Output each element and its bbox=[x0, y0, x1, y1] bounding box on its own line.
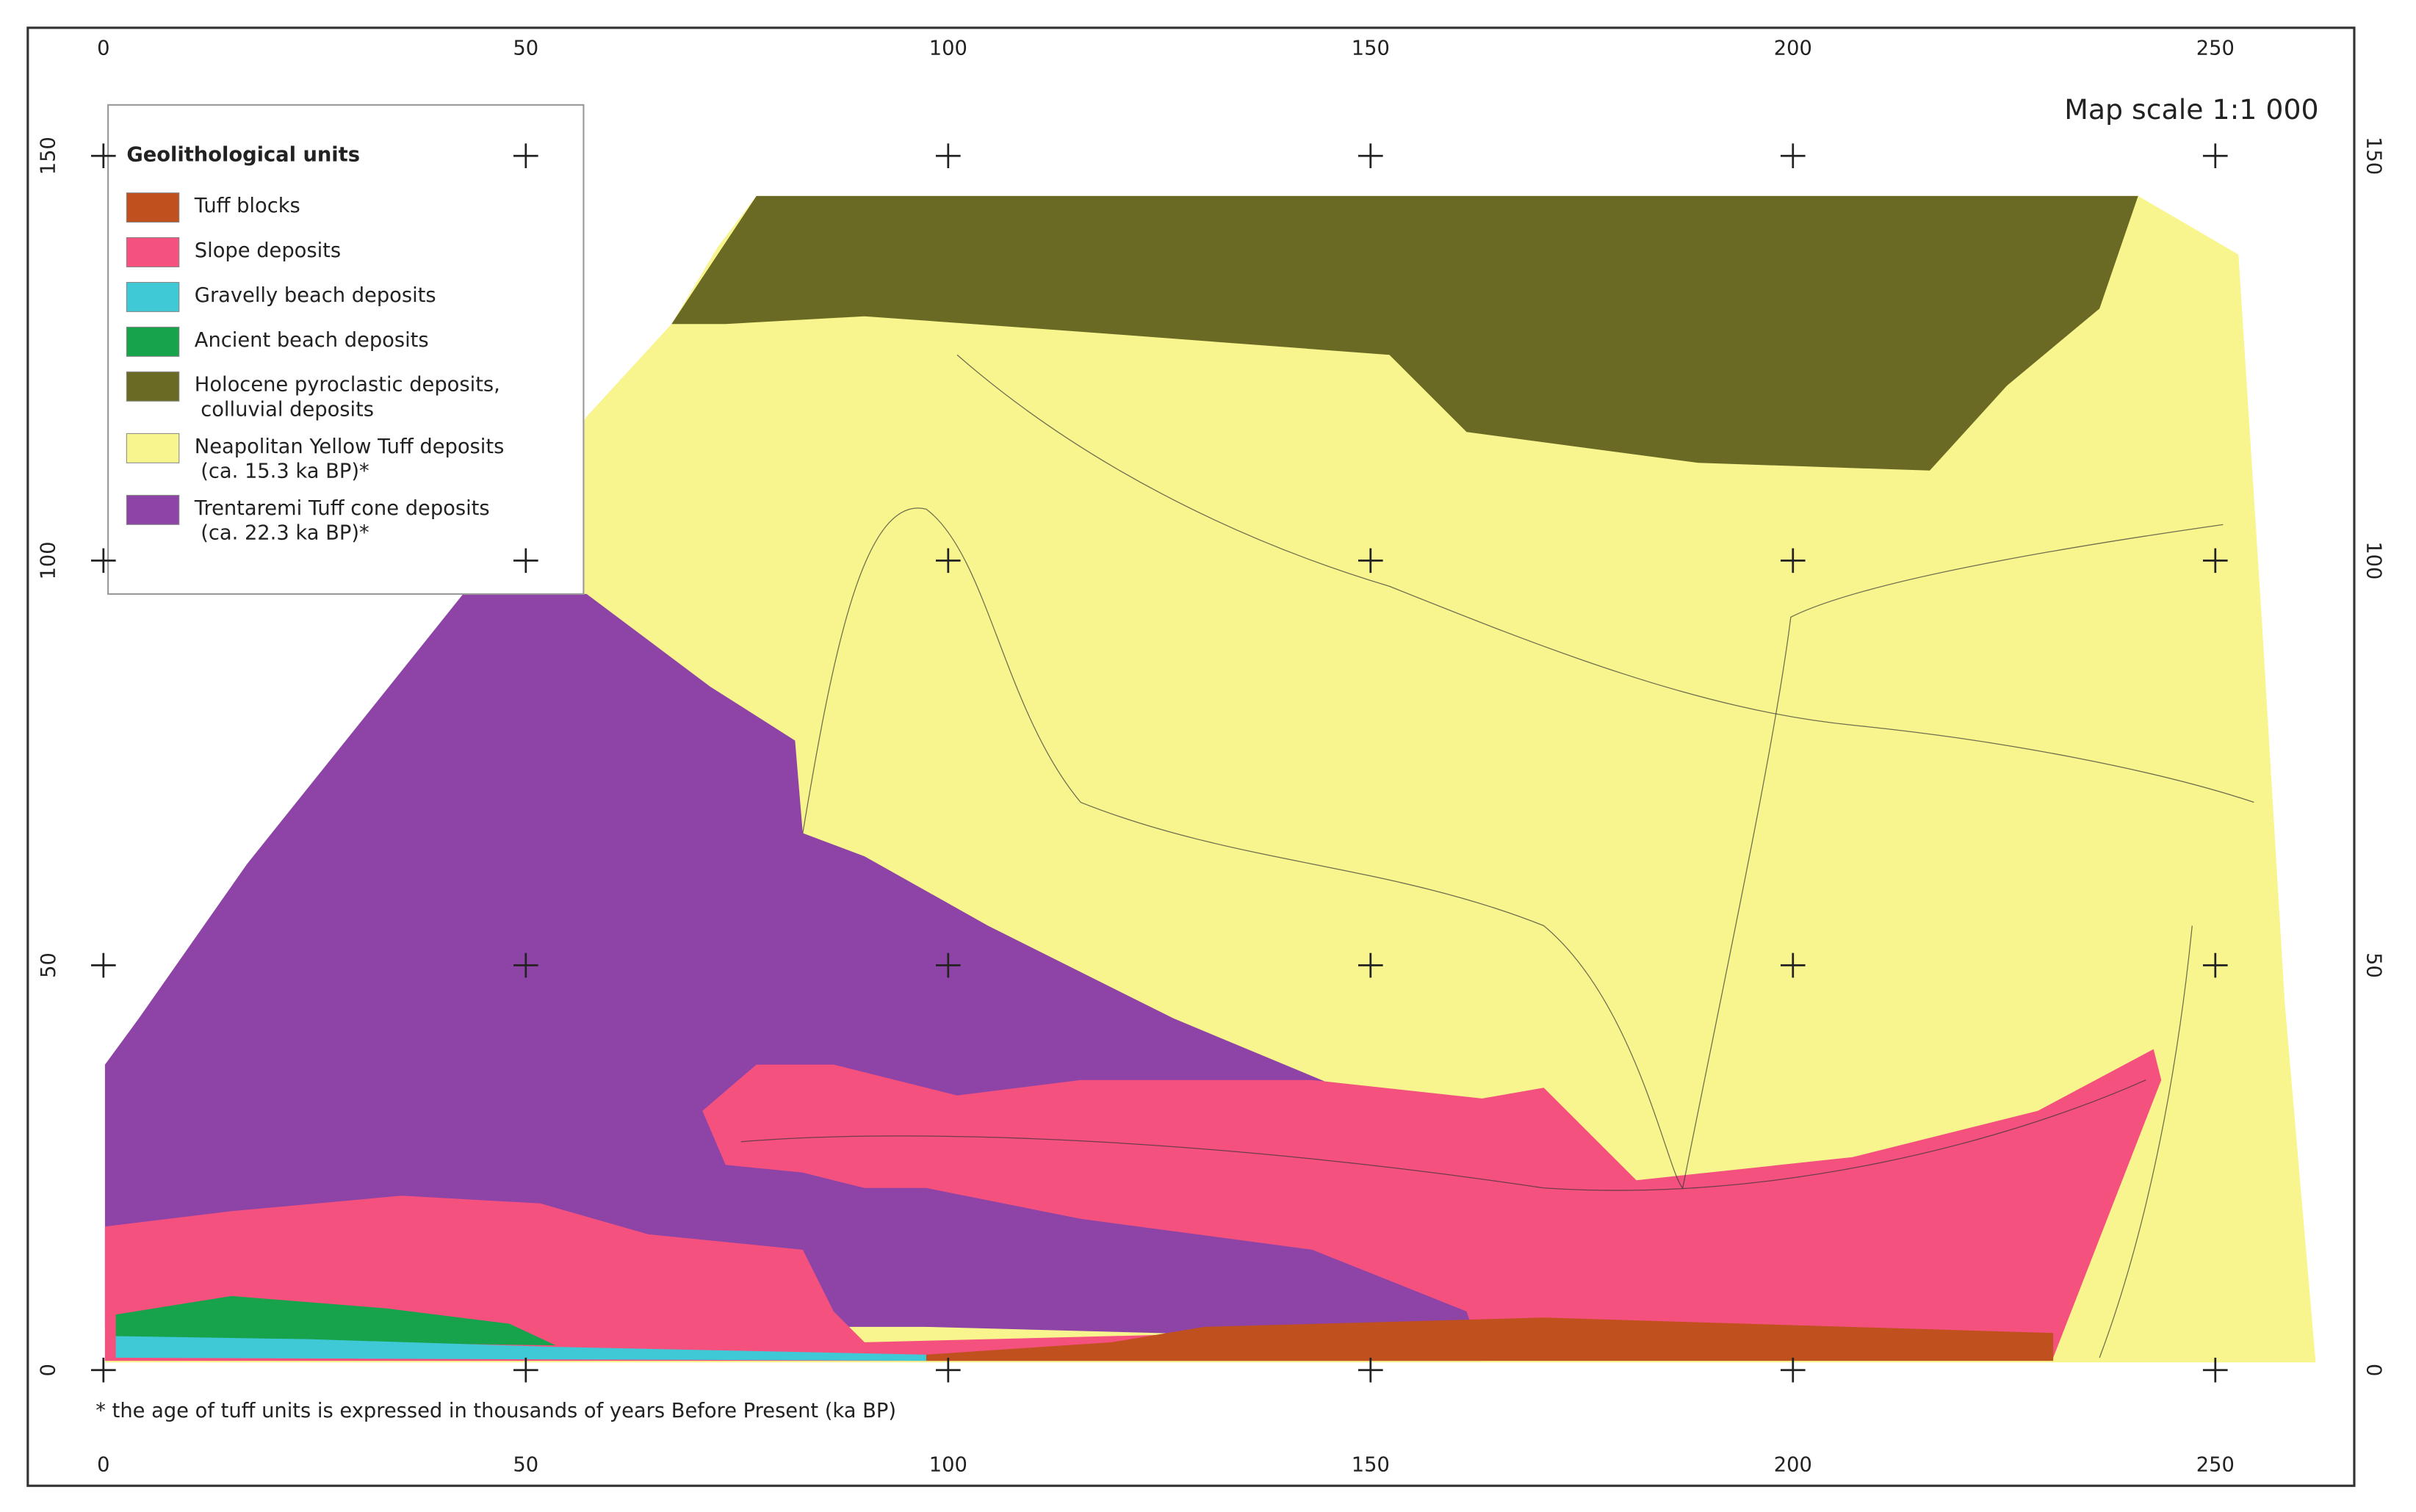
grid-cross bbox=[513, 952, 538, 978]
y-tick-label-right: 100 bbox=[2362, 541, 2385, 579]
x-tick-label-bottom: 50 bbox=[513, 1453, 538, 1476]
grid-cross bbox=[935, 952, 961, 978]
grid-cross bbox=[90, 548, 116, 574]
contour-line bbox=[802, 507, 1684, 1189]
legend-label: colluvial deposits bbox=[201, 398, 374, 421]
legend-swatch bbox=[126, 371, 180, 402]
grid-cross bbox=[2202, 952, 2228, 978]
grid-cross bbox=[1357, 952, 1383, 978]
grid-cross bbox=[1780, 1357, 1806, 1383]
unit-slope-upper bbox=[702, 1049, 2162, 1358]
contour-line bbox=[740, 1079, 2146, 1191]
legend-swatch bbox=[126, 237, 180, 268]
grid-cross bbox=[90, 1357, 116, 1383]
grid-cross bbox=[513, 143, 538, 169]
legend-label: Trentaremi Tuff cone deposits bbox=[194, 497, 490, 520]
x-tick-label-top: 50 bbox=[513, 37, 538, 60]
grid-cross bbox=[1780, 952, 1806, 978]
footnote: * the age of tuff units is expressed in … bbox=[95, 1400, 896, 1422]
legend-label: Ancient beach deposits bbox=[195, 329, 429, 352]
legend: Tuff blocks Slope deposits Gravelly beach … bbox=[126, 192, 505, 544]
legend-swatch bbox=[126, 192, 180, 223]
x-tick-label-top: 100 bbox=[929, 37, 967, 60]
grid-cross bbox=[90, 952, 116, 978]
grid-cross bbox=[2202, 548, 2228, 574]
unit-ancient-beach bbox=[115, 1295, 556, 1346]
unit-tuff-blocks bbox=[926, 1317, 2054, 1361]
y-tick-label-left: 50 bbox=[37, 952, 60, 978]
y-tick-label-left: 150 bbox=[37, 137, 60, 175]
map-scale: Map scale 1:1 000 bbox=[2064, 93, 2318, 126]
legend-label: Gravelly beach deposits bbox=[195, 284, 436, 307]
legend-swatch bbox=[126, 326, 180, 357]
contour-line bbox=[956, 354, 2254, 803]
x-tick-label-bottom: 150 bbox=[1352, 1453, 1390, 1476]
grid-cross bbox=[2202, 1357, 2228, 1383]
geological-units bbox=[104, 195, 2316, 1363]
legend-label: Tuff blocks bbox=[194, 195, 300, 217]
x-tick-label-top: 200 bbox=[1774, 37, 1812, 60]
legend-label: Slope deposits bbox=[195, 239, 341, 262]
grid-cross bbox=[513, 1357, 538, 1383]
grid-cross bbox=[1357, 1357, 1383, 1383]
unit-trentaremi-inner bbox=[802, 1187, 1467, 1339]
grid-cross bbox=[1780, 143, 1806, 169]
unit-holocene bbox=[671, 195, 2138, 471]
coordinate-ticks: 0 0 50 50 100 100 150 150 200 200 250 250 0 0 50 50 100 1… bbox=[37, 37, 2385, 1477]
x-tick-label-top: 150 bbox=[1352, 37, 1390, 60]
x-tick-label-bottom: 250 bbox=[2196, 1453, 2235, 1476]
legend-box bbox=[107, 104, 585, 595]
legend-swatch bbox=[126, 433, 180, 463]
grid-cross bbox=[935, 1357, 961, 1383]
x-tick-label-top: 250 bbox=[2196, 37, 2235, 60]
legend-title: Geolithological units bbox=[126, 144, 360, 167]
legend-label: Holocene pyroclastic deposits, bbox=[195, 374, 500, 397]
x-tick-label-top: 0 bbox=[97, 37, 109, 60]
grid-cross bbox=[1357, 548, 1383, 574]
legend-label: (ca. 22.3 ka BP)* bbox=[201, 521, 369, 544]
grid-cross bbox=[90, 143, 116, 169]
grid-cross bbox=[1780, 548, 1806, 574]
x-tick-label-bottom: 200 bbox=[1774, 1453, 1812, 1476]
y-tick-label-right: 50 bbox=[2362, 952, 2385, 978]
x-tick-label-bottom: 100 bbox=[929, 1453, 967, 1476]
contour-line bbox=[2099, 925, 2193, 1359]
y-tick-label-right: 150 bbox=[2362, 137, 2385, 175]
grid-cross bbox=[935, 548, 961, 574]
legend-label: (ca. 15.3 ka BP)* bbox=[201, 460, 369, 482]
x-tick-label-bottom: 0 bbox=[97, 1453, 109, 1476]
grid-cross bbox=[2202, 143, 2228, 169]
y-tick-label-left: 100 bbox=[37, 541, 60, 579]
legend-label: Neapolitan Yellow Tuff deposits bbox=[195, 435, 505, 458]
y-tick-label-left: 0 bbox=[37, 1364, 60, 1376]
grid-cross bbox=[513, 548, 538, 574]
contour-line bbox=[1682, 524, 2224, 1188]
legend-swatch bbox=[126, 494, 180, 525]
unit-gravelly-beach bbox=[115, 1336, 926, 1361]
grid-cross bbox=[1357, 143, 1383, 169]
grid-cross bbox=[935, 143, 961, 169]
legend-swatch bbox=[126, 281, 180, 312]
map-frame bbox=[26, 26, 2356, 1487]
y-tick-label-right: 0 bbox=[2362, 1364, 2385, 1376]
